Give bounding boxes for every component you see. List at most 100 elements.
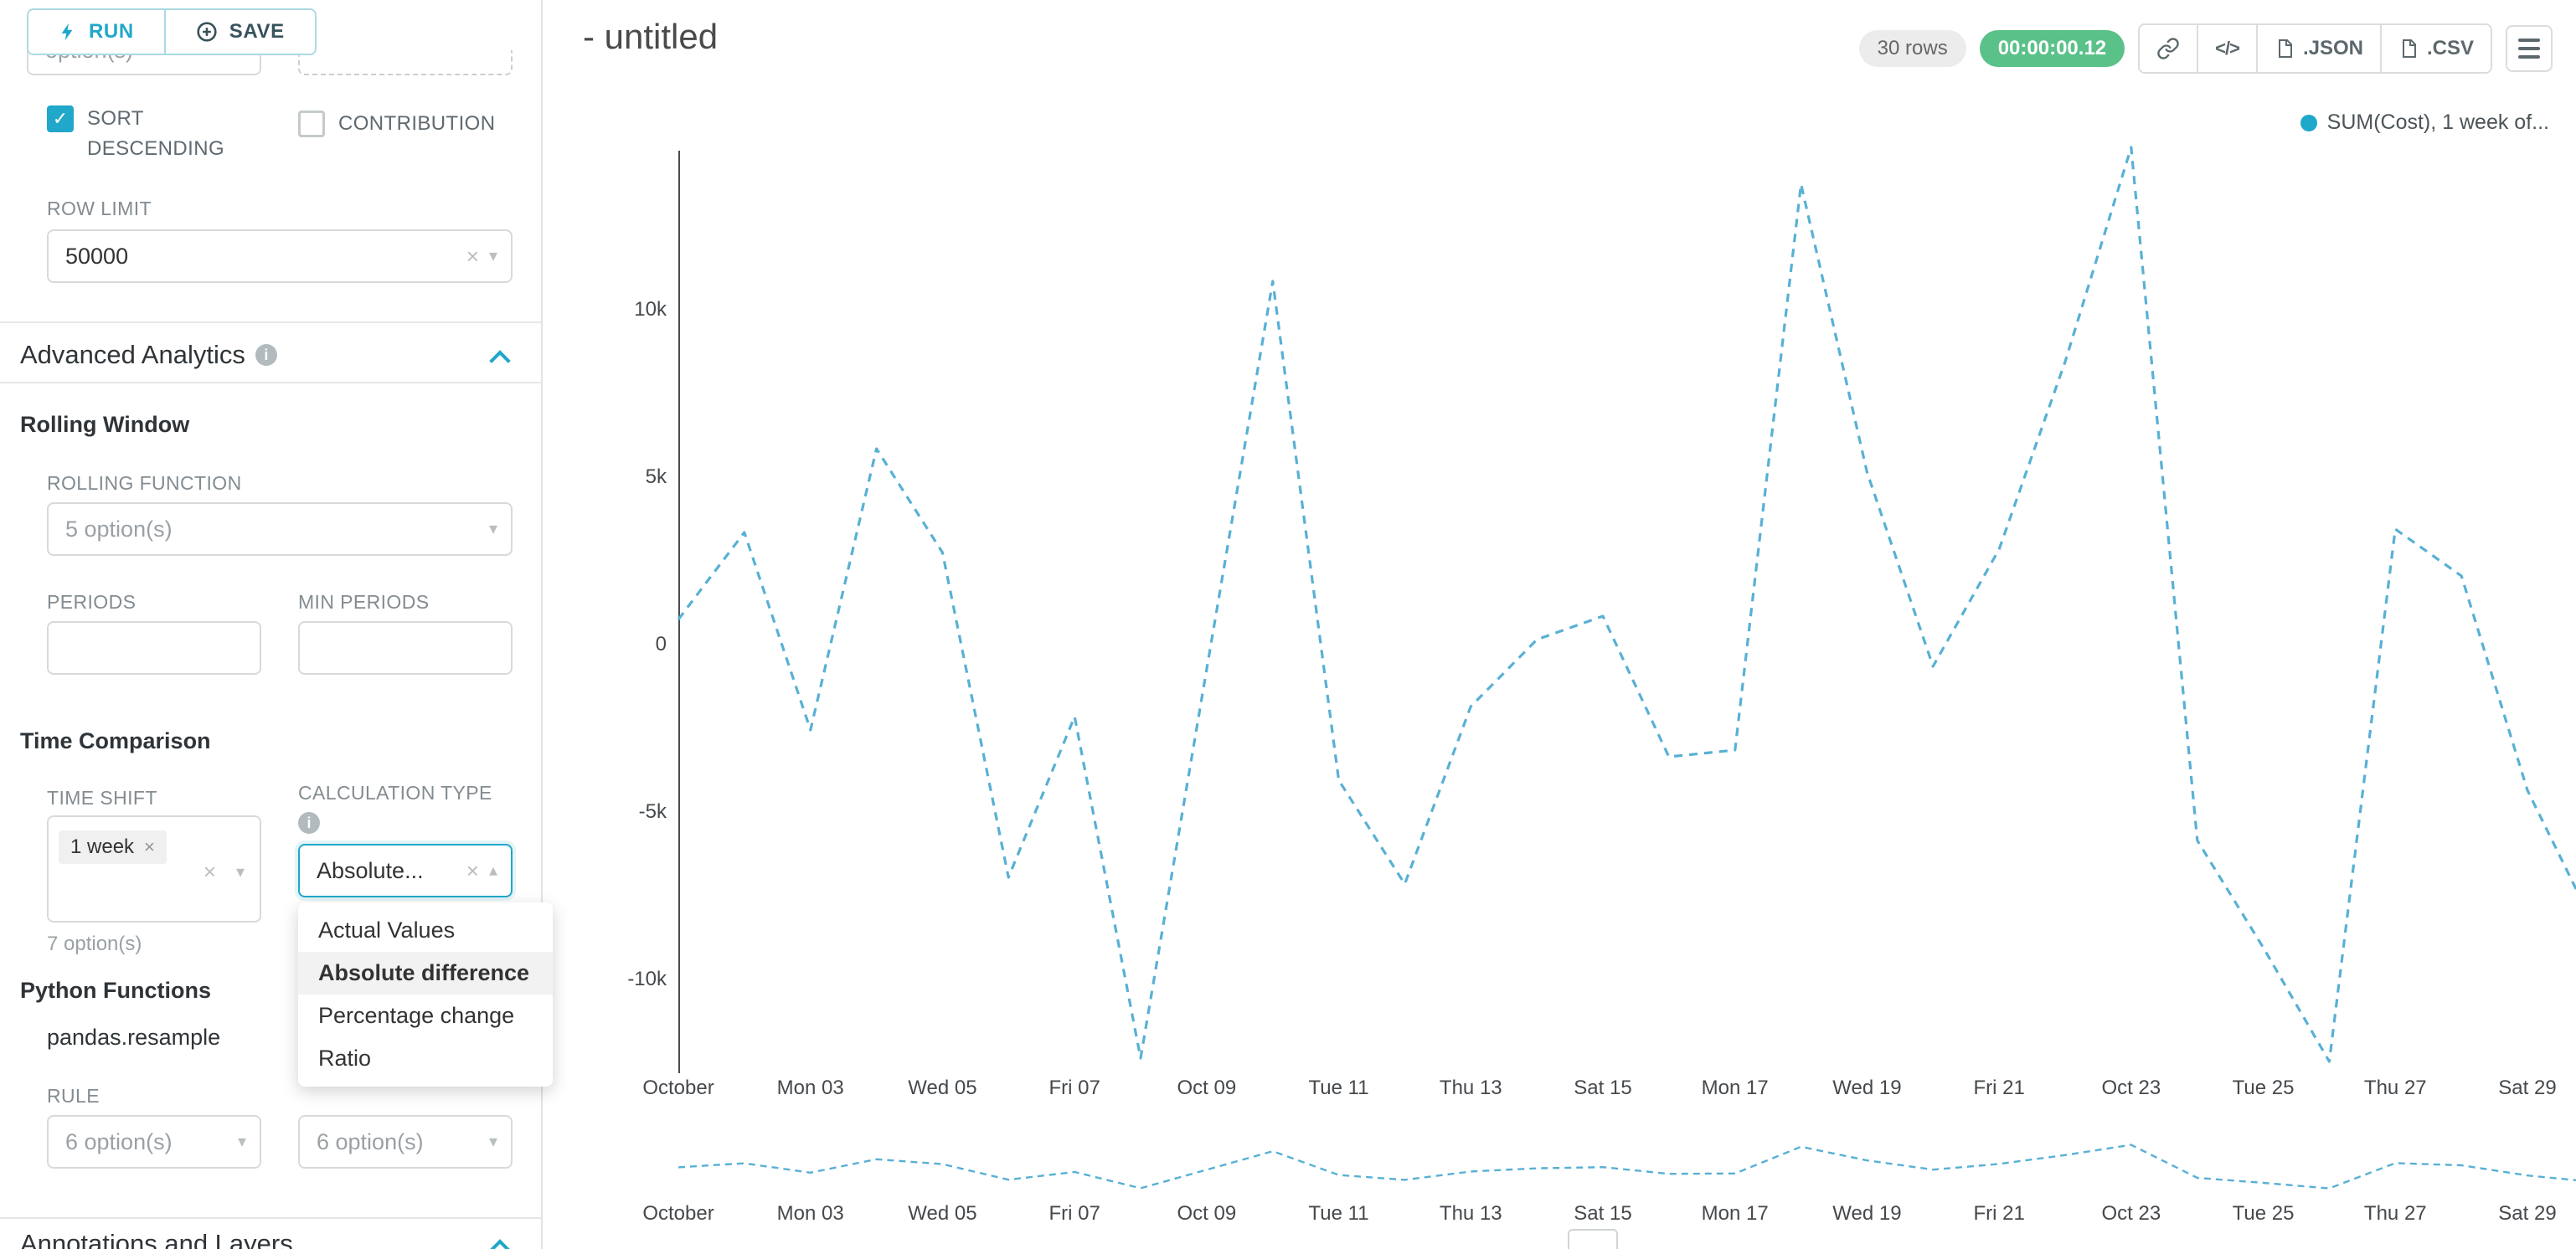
collapse-chevron-icon[interactable] (489, 1239, 511, 1249)
x-tick-label: Thu 27 (2363, 1077, 2427, 1099)
y-tick-label: -5k (638, 800, 667, 823)
method-value: 6 option(s) (317, 1128, 424, 1154)
clear-icon[interactable]: × (203, 859, 216, 884)
annotations-title: Annotations and Layers (20, 1229, 293, 1249)
chart-header-controls: 30 rows 00:00:00.12 </> .JSON .CSV (1858, 23, 2553, 74)
sort-descending-label: SORT DESCENDING (87, 107, 225, 160)
chart-panel: - untitled 30 rows 00:00:00.12 </> .JSON (543, 0, 2576, 1249)
plus-circle-icon (197, 22, 217, 42)
row-limit-value: 50000 (65, 243, 129, 269)
view-query-button[interactable]: </> (2197, 25, 2256, 72)
divider (0, 321, 541, 323)
x-tick-label: Thu 27 (2363, 1202, 2427, 1225)
contribution-checkbox[interactable] (298, 111, 325, 137)
x-tick-label: Oct 23 (2101, 1077, 2161, 1099)
sort-descending-control: ✓ SORT DESCENDING (47, 104, 268, 164)
series-line (677, 146, 2576, 1063)
python-functions-title: Python Functions (20, 978, 211, 1003)
rolling-function-label: ROLLING FUNCTION (47, 472, 242, 494)
check-icon: ✓ (52, 108, 69, 129)
rule-select[interactable]: 6 option(s) ▾ (47, 1115, 261, 1169)
x-tick-label: Tue 25 (2232, 1077, 2295, 1099)
menu-option[interactable]: Absolute difference (298, 952, 553, 995)
x-tick-label: Mon 17 (1701, 1202, 1769, 1225)
time-shift-hint: 7 option(s) (47, 933, 142, 955)
x-tick-label: Wed 19 (1832, 1077, 1902, 1099)
menu-option[interactable]: Ratio (318, 1046, 372, 1071)
annotations-header[interactable]: Annotations and Layers (20, 1229, 293, 1249)
info-icon: i (298, 812, 320, 834)
x-tick-label: Wed 19 (1832, 1202, 1902, 1225)
info-icon: i (255, 344, 277, 366)
calculation-type-select[interactable]: Absolute... × ▴ (298, 844, 513, 897)
time-shift-tag[interactable]: 1 week × (59, 830, 167, 864)
rolling-function-select[interactable]: 5 option(s) ▾ (47, 502, 513, 556)
export-csv-label: .CSV (2426, 37, 2474, 59)
time-shift-multiselect[interactable]: 1 week × × ▾ (47, 815, 261, 923)
x-tick-label: Oct 23 (2101, 1202, 2161, 1225)
menu-option[interactable]: Percentage change (318, 1003, 515, 1028)
run-button[interactable]: RUN (28, 10, 166, 54)
sort-descending-checkbox[interactable]: ✓ (47, 105, 74, 132)
chevron-down-icon: ▾ (488, 1133, 497, 1151)
export-csv-button[interactable]: .CSV (2379, 25, 2491, 72)
main-chart-canvas[interactable] (543, 0, 2576, 1249)
x-tick-label: Oct 09 (1177, 1077, 1237, 1099)
x-tick-label: Thu 13 (1439, 1202, 1502, 1225)
x-tick-label: October (642, 1202, 714, 1225)
x-tick-label: Oct 09 (1177, 1202, 1237, 1225)
x-tick-label: Fri 07 (1048, 1202, 1100, 1225)
calculation-type-menu: Actual Values Absolute difference Percenta… (298, 902, 553, 1087)
divider (0, 382, 541, 383)
time-shift-label: TIME SHIFT (47, 787, 157, 809)
rule-value: 6 option(s) (65, 1128, 173, 1154)
save-button[interactable]: SAVE (165, 10, 315, 54)
rolling-window-title: Rolling Window (20, 412, 190, 437)
export-json-label: .JSON (2302, 37, 2363, 59)
panel-drag-handle[interactable] (1568, 1229, 1618, 1249)
min-periods-input[interactable] (298, 621, 513, 675)
row-limit-label: ROW LIMIT (47, 198, 152, 219)
x-tick-label: Mon 03 (776, 1077, 844, 1099)
x-tick-label: Fri 07 (1048, 1077, 1100, 1099)
remove-tag-icon[interactable]: × (144, 836, 155, 857)
control-panel: option(s) × ▾ RUN SAVE ✓ SORT DESCENDING… (0, 0, 553, 1249)
link-icon (2157, 38, 2179, 59)
pandas-resample-label: pandas.resample (47, 1025, 221, 1050)
mini-series-line (677, 1144, 2576, 1190)
chevron-down-icon: ▾ (235, 863, 245, 881)
y-tick-label: 10k (634, 298, 667, 321)
collapse-chevron-icon[interactable] (489, 350, 511, 372)
x-tick-label: Mon 03 (776, 1202, 844, 1225)
file-icon (2402, 39, 2416, 58)
menu-button[interactable] (2506, 25, 2553, 72)
run-save-toolbar: RUN SAVE (27, 8, 317, 55)
clear-icon[interactable]: × (466, 858, 479, 883)
x-tick-label: Sat 15 (1574, 1077, 1632, 1099)
export-json-button[interactable]: .JSON (2255, 25, 2380, 72)
menu-option[interactable]: Actual Values (318, 917, 456, 943)
time-shift-tag-label: 1 week (70, 835, 135, 858)
contribution-label: CONTRIBUTION (338, 112, 496, 135)
rule-label: RULE (47, 1085, 100, 1107)
row-limit-select[interactable]: 50000 × ▾ (47, 229, 513, 283)
x-tick-label: Tue 11 (1308, 1077, 1369, 1099)
chart-title[interactable]: - untitled (583, 17, 719, 56)
legend-dot (2300, 114, 2317, 131)
chart-legend[interactable]: SUM(Cost), 1 week of... (2300, 111, 2549, 135)
save-button-label: SAVE (229, 20, 285, 43)
x-tick-label: Tue 25 (2232, 1202, 2295, 1225)
clear-icon[interactable]: × (466, 244, 479, 269)
x-tick-label: October (642, 1077, 714, 1099)
run-button-label: RUN (89, 20, 134, 43)
export-toolbar: </> .JSON .CSV (2138, 23, 2492, 74)
chevron-up-icon: ▴ (488, 861, 497, 880)
method-select[interactable]: 6 option(s) ▾ (298, 1115, 513, 1169)
periods-input[interactable] (47, 621, 261, 675)
copy-link-button[interactable] (2140, 25, 2197, 72)
x-tick-label: Fri 21 (1973, 1202, 2025, 1225)
advanced-analytics-header[interactable]: Advanced Analytics i (20, 340, 277, 370)
chevron-down-icon: ▾ (488, 247, 497, 265)
x-tick-label: Fri 21 (1973, 1077, 2025, 1099)
